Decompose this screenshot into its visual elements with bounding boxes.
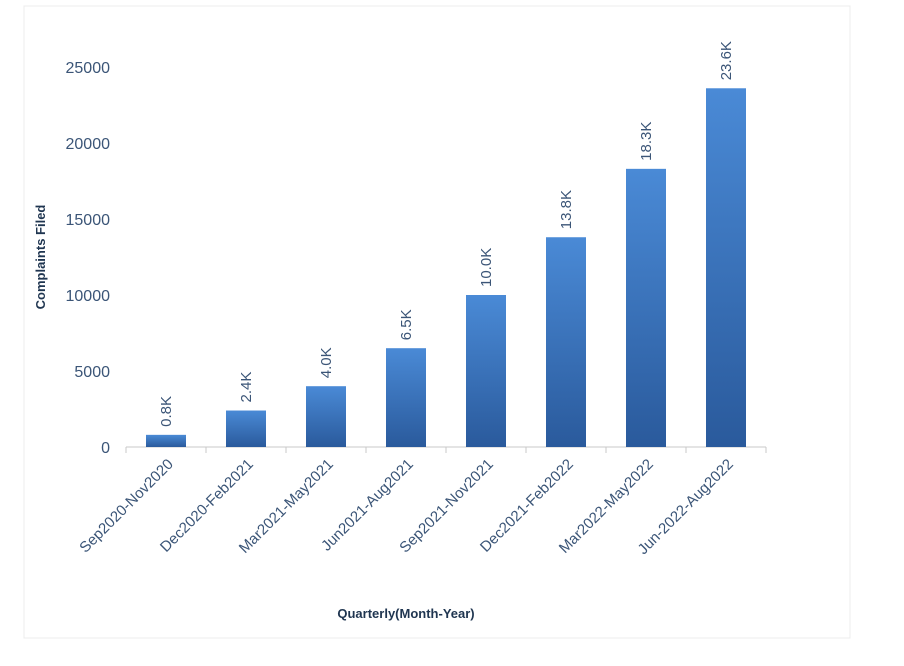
data-label: 2.4K bbox=[238, 372, 255, 403]
bars bbox=[125, 88, 767, 453]
y-axis-ticks: 0 5000 10000 15000 20000 25000 bbox=[66, 60, 111, 457]
y-tick-label: 20000 bbox=[66, 136, 111, 153]
bar bbox=[146, 434, 186, 447]
bar bbox=[706, 88, 746, 447]
y-tick-label: 0 bbox=[101, 440, 110, 457]
y-tick-label: 15000 bbox=[66, 212, 111, 229]
y-tick-label: 5000 bbox=[74, 364, 110, 381]
data-label: 13.8K bbox=[558, 190, 575, 229]
data-labels: 0.8K 2.4K 4.0K 6.5K 10.0K 13.8K 18.3K 23.6K bbox=[158, 41, 735, 427]
data-label: 0.8K bbox=[158, 396, 175, 427]
bar bbox=[466, 295, 506, 447]
data-label: 6.5K bbox=[398, 309, 415, 340]
data-label: 18.3K bbox=[638, 122, 655, 161]
y-tick-label: 10000 bbox=[66, 288, 111, 305]
data-label: 23.6K bbox=[718, 41, 735, 80]
bar bbox=[546, 237, 586, 447]
y-tick-label: 25000 bbox=[66, 60, 111, 77]
data-label: 10.0K bbox=[478, 248, 495, 287]
x-axis-title: Quarterly(Month-Year) bbox=[337, 606, 474, 621]
bar bbox=[386, 348, 426, 447]
data-label: 4.0K bbox=[318, 347, 335, 378]
bar bbox=[226, 410, 266, 447]
bar bbox=[626, 168, 666, 447]
bar bbox=[306, 386, 346, 447]
y-axis-title: Complaints Filed bbox=[33, 205, 48, 310]
